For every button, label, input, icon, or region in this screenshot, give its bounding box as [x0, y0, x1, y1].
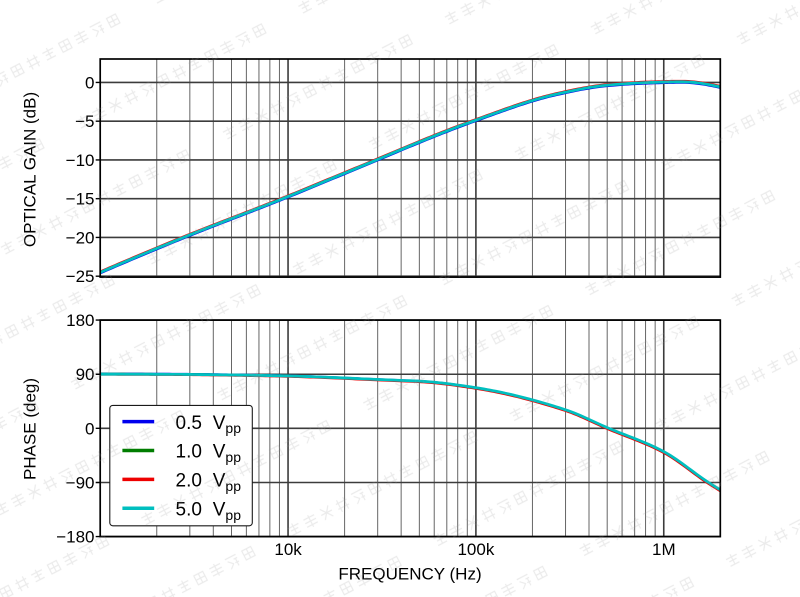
svg-text:1M: 1M: [652, 540, 676, 559]
svg-text:−20: −20: [66, 228, 95, 247]
svg-text:−15: −15: [66, 190, 95, 209]
svg-text:−10: −10: [66, 151, 95, 170]
svg-text:180: 180: [66, 311, 94, 330]
svg-text:10k: 10k: [274, 540, 302, 559]
svg-text:−90: −90: [66, 474, 95, 493]
svg-text:90: 90: [76, 365, 95, 384]
svg-text:OPTICAL GAIN (dB): OPTICAL GAIN (dB): [20, 92, 39, 247]
svg-text:0: 0: [85, 419, 94, 438]
svg-text:0: 0: [85, 73, 94, 92]
svg-text:100k: 100k: [457, 540, 494, 559]
svg-text:−25: −25: [66, 267, 95, 286]
svg-text:PHASE (deg): PHASE (deg): [20, 378, 39, 480]
svg-text:−180: −180: [56, 528, 94, 547]
svg-text:FREQUENCY (Hz): FREQUENCY (Hz): [338, 564, 481, 583]
